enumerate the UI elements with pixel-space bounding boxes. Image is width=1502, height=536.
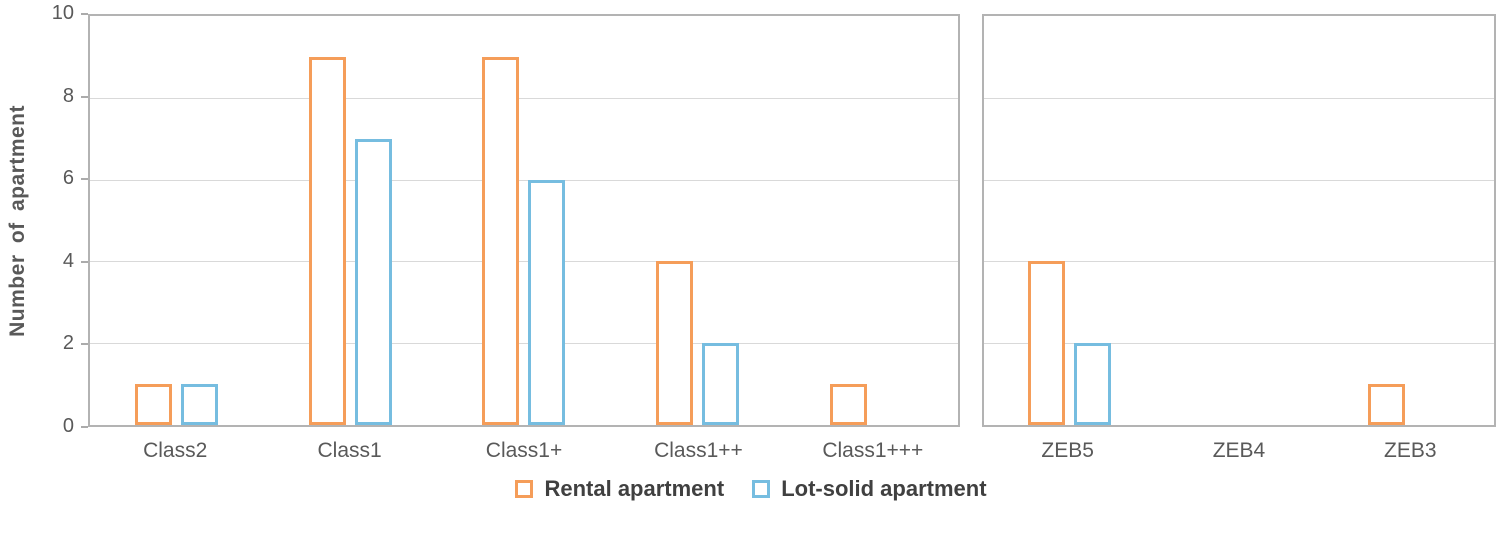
y-tick-mark <box>81 343 88 346</box>
y-tick-mark <box>81 95 88 98</box>
bar-rental-apartment-zeb3 <box>1367 384 1405 425</box>
bar-lot-solid-apartment-class1++ <box>702 343 740 425</box>
gridline-2 <box>984 343 1494 345</box>
gridline-6 <box>984 179 1494 181</box>
plot-area: Number of apartment 0 2 4 6 8 10 <box>0 3 1502 436</box>
gridline-4 <box>984 261 1494 263</box>
y-tick-label-8: 8 <box>62 84 74 107</box>
bar-rental-apartment-zeb5 <box>1027 261 1065 425</box>
y-tick-mark <box>81 260 88 263</box>
bar-lot-solid-apartment-class2 <box>181 384 219 425</box>
gridline-6 <box>90 179 958 181</box>
x-axis-labels-gap <box>960 438 982 463</box>
legend-swatch-rental-icon <box>515 480 534 499</box>
bar-lot-solid-apartment-zeb5 <box>1073 343 1111 425</box>
bar-group-class1++ <box>611 16 785 425</box>
gridline-8 <box>90 97 958 99</box>
category-label-zeb4: ZEB4 <box>1212 439 1266 462</box>
y-tick-label-6: 6 <box>62 167 74 190</box>
panel-zeb <box>982 14 1496 427</box>
y-tick-label-2: 2 <box>62 332 74 355</box>
category-label-class1+++: Class1+++ <box>822 439 924 462</box>
legend-swatch-lot-solid-icon <box>752 480 771 499</box>
legend-item-rental-apartment: Rental apartment <box>515 476 724 502</box>
bar-rental-apartment-class1 <box>308 56 346 425</box>
bar-rental-apartment-class1+++ <box>829 384 867 425</box>
bar-group-zeb4 <box>1154 16 1324 425</box>
legend-item-lot-solid-apartment: Lot-solid apartment <box>752 476 987 502</box>
gridline-8 <box>984 97 1494 99</box>
x-axis-labels: Class2 Class1 Class1+ Class1++ Class1+++ ZEB… <box>0 427 1502 463</box>
y-axis-ticks: 0 2 4 6 8 10 <box>36 3 88 436</box>
bar-group-zeb3 <box>1324 16 1494 425</box>
category-label-class2: Class2 <box>143 439 208 462</box>
bar-lot-solid-apartment-class1+ <box>528 179 566 425</box>
y-axis-title-text: Number of apartment <box>6 104 29 337</box>
bar-lot-solid-apartment-class1 <box>354 138 392 425</box>
bars-row-class <box>90 16 958 425</box>
y-tick-label-4: 4 <box>62 249 74 272</box>
category-label-class1: Class1 <box>317 439 382 462</box>
y-axis-title: Number of apartment <box>0 14 36 427</box>
legend: Rental apartment Lot-solid apartment <box>0 476 1502 502</box>
y-tick-mark <box>81 178 88 181</box>
y-tick-label-10: 10 <box>51 2 74 24</box>
bar-group-zeb5 <box>984 16 1154 425</box>
category-label-class1+: Class1+ <box>485 439 563 462</box>
panel-gap <box>960 14 982 427</box>
bar-rental-apartment-class1++ <box>656 261 694 425</box>
bar-group-class1 <box>264 16 438 425</box>
category-label-zeb3: ZEB3 <box>1384 439 1437 462</box>
bar-group-class2 <box>90 16 264 425</box>
x-axis-labels-class: Class2 Class1 Class1+ Class1++ Class1+++ <box>88 438 960 463</box>
gridline-4 <box>90 261 958 263</box>
bar-group-class1+ <box>437 16 611 425</box>
panel-class <box>88 14 960 427</box>
bars-row-zeb <box>984 16 1494 425</box>
bar-rental-apartment-class1+ <box>482 56 520 425</box>
x-axis-labels-zeb: ZEB5 ZEB4 ZEB3 <box>982 438 1496 463</box>
bar-group-class1+++ <box>784 16 958 425</box>
category-label-zeb5: ZEB5 <box>1041 439 1094 462</box>
legend-label-lot-solid: Lot-solid apartment <box>781 476 987 502</box>
gridline-2 <box>90 343 958 345</box>
y-tick-mark <box>81 426 88 428</box>
y-tick-mark <box>81 13 88 15</box>
bar-rental-apartment-class2 <box>135 384 173 425</box>
legend-label-rental: Rental apartment <box>544 476 725 502</box>
x-axis-spacer <box>0 438 88 463</box>
y-tick-label-0: 0 <box>62 415 74 437</box>
category-label-class1++: Class1++ <box>654 439 743 462</box>
